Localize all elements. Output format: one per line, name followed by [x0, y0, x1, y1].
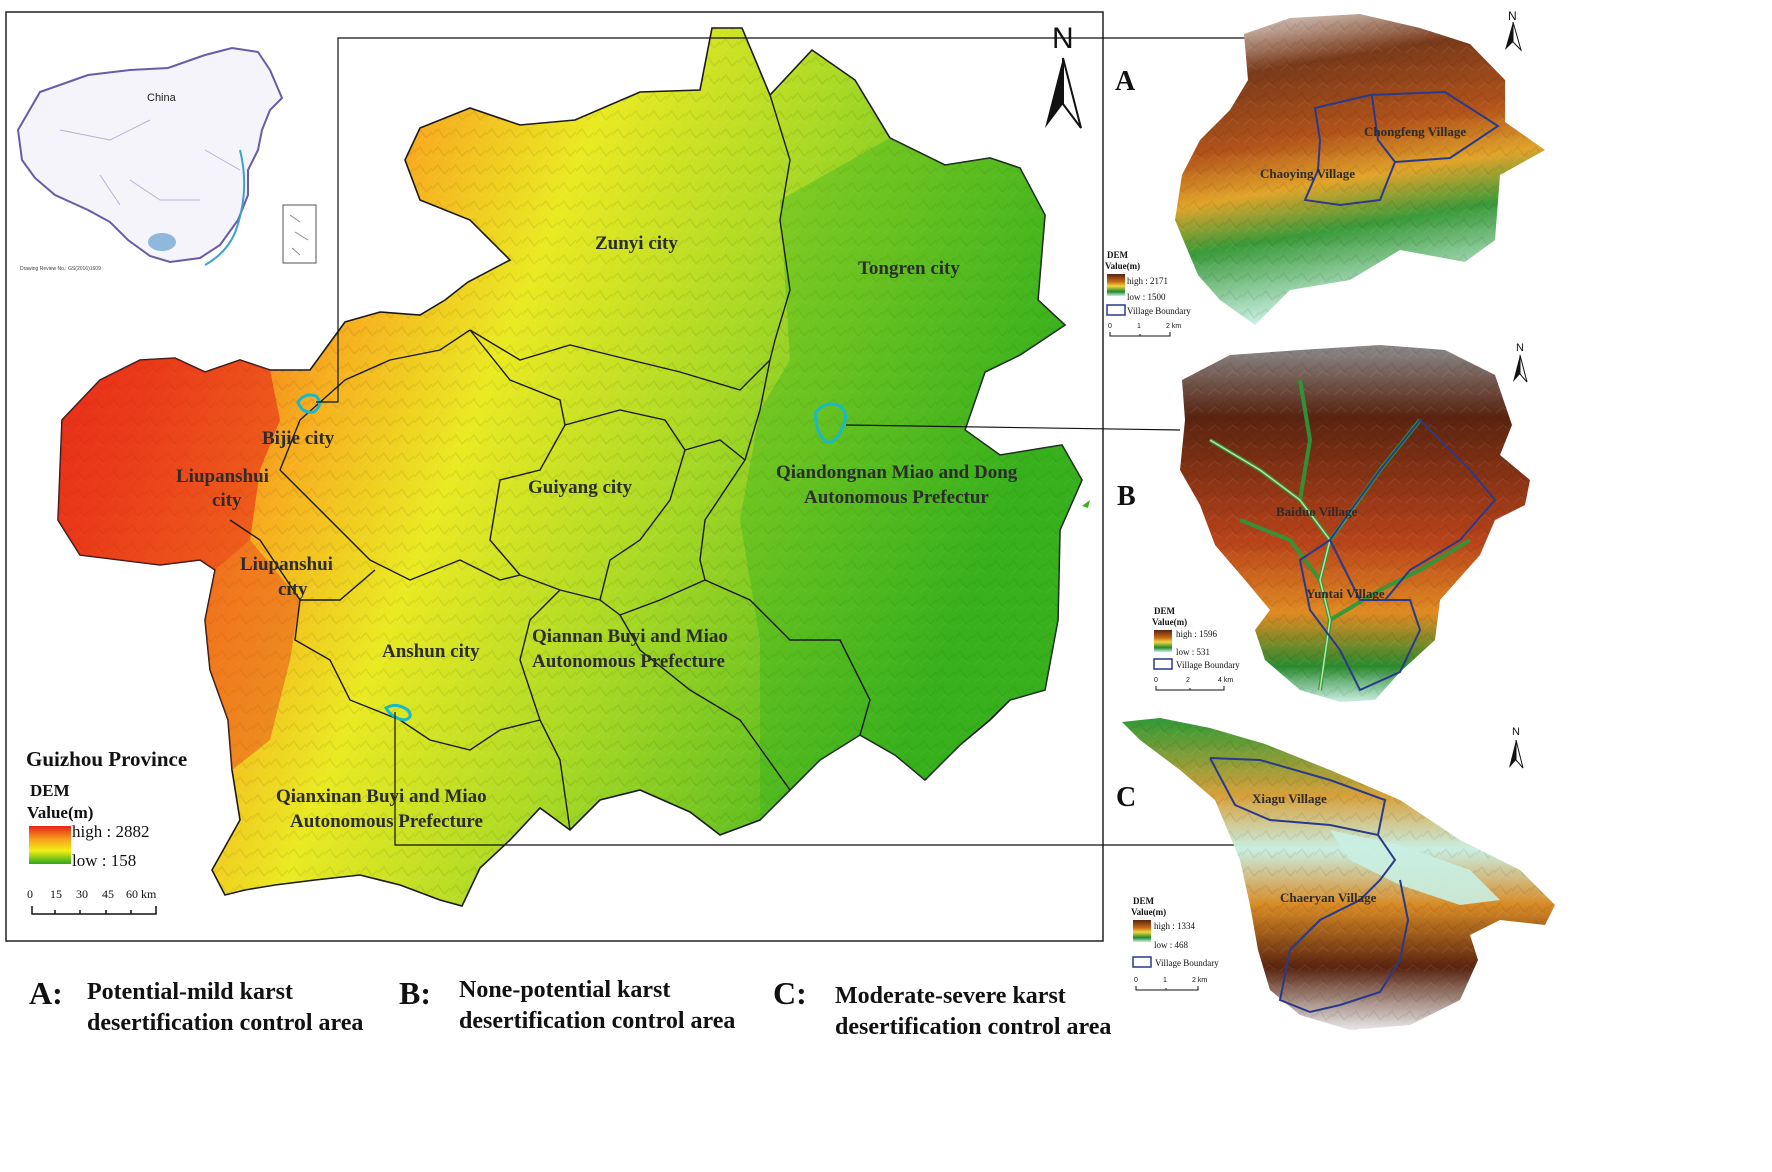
svg-text:0: 0 [27, 887, 33, 901]
svg-text:N: N [1512, 726, 1520, 738]
svg-text:Village Boundary: Village Boundary [1127, 306, 1191, 316]
svg-text:30: 30 [76, 887, 88, 901]
caption-a-line2: desertification control area [87, 1010, 364, 1036]
caption-a-letter: A: [29, 975, 63, 1011]
caption-c-line2: desertification control area [835, 1014, 1112, 1040]
svg-text:low : 468: low : 468 [1154, 940, 1189, 950]
connector-lines [316, 37, 1258, 846]
svg-text:Yuntai Village: Yuntai Village [1306, 586, 1385, 601]
label-qiannan-1: Qiannan Buyi and Miao [532, 626, 728, 647]
svg-text:Village Boundary: Village Boundary [1176, 660, 1240, 670]
panel-c-letter: C [1116, 782, 1136, 813]
svg-text:15: 15 [50, 887, 62, 901]
caption-a-line1: Potential-mild karst [87, 979, 293, 1005]
label-zunyi: Zunyi city [595, 233, 678, 254]
svg-text:high : 2882: high : 2882 [72, 822, 149, 841]
panel-a-letter: A [1115, 66, 1136, 97]
svg-text:DEM: DEM [30, 781, 70, 800]
svg-text:1: 1 [1137, 323, 1141, 330]
svg-text:0: 0 [1108, 323, 1112, 330]
main-legend: Guizhou Province DEM Value(m) high : 288… [26, 747, 187, 915]
svg-text:0: 0 [1154, 677, 1158, 684]
province-title: Guizhou Province [26, 747, 187, 771]
svg-text:0: 0 [1134, 977, 1138, 984]
label-qiannan-2: Autonomous Prefecture [532, 651, 725, 672]
label-qiandongnan-1: Qiandongnan Miao and Dong [776, 462, 1018, 483]
label-qianxinan-2: Autonomous Prefecture [290, 811, 483, 832]
svg-text:N: N [1508, 9, 1517, 23]
panel-a: A Chongfeng Village Chaoying Village N D… [1105, 9, 1545, 337]
svg-text:DEM: DEM [1133, 896, 1155, 906]
caption-b-line2: desertification control area [459, 1008, 736, 1034]
svg-text:N: N [1052, 22, 1074, 55]
region-labels: Zunyi city Tongren city Bijie city Liupa… [176, 233, 1018, 832]
north-arrow-b: N [1513, 342, 1528, 383]
label-bijie: Bijie city [262, 428, 335, 449]
svg-text:Chongfeng Village: Chongfeng Village [1364, 124, 1466, 139]
label-liupanshui-2a: Liupanshui [240, 554, 333, 575]
svg-text:2 km: 2 km [1192, 977, 1207, 984]
label-qianxinan-1: Qianxinan Buyi and Miao [276, 786, 487, 807]
svg-text:high : 1596: high : 1596 [1176, 629, 1218, 639]
panel-a-legend: DEM Value(m) high : 2171 low : 1500 Vill… [1105, 250, 1191, 337]
label-tongren: Tongren city [858, 258, 960, 279]
svg-text:DEM: DEM [1154, 606, 1176, 616]
panel-b-letter: B [1117, 481, 1136, 512]
svg-text:Chaoying Village: Chaoying Village [1260, 166, 1355, 181]
svg-text:low : 158: low : 158 [72, 851, 136, 870]
svg-text:high : 1334: high : 1334 [1154, 921, 1196, 931]
label-anshun: Anshun city [382, 641, 480, 662]
north-arrow-a: N [1505, 9, 1523, 52]
label-qiandongnan-2: Autonomous Prefectur [804, 487, 989, 508]
label-liupanshui-2b: city [278, 579, 308, 600]
panel-b-legend: DEM Value(m) high : 1596 low : 531 Villa… [1152, 606, 1240, 691]
panel-b: B Baiduo Village Yuntai Village N DEM Va… [1117, 342, 1530, 702]
inset-drawing-note: Drawing Review No.: GS(2016)1609 [20, 266, 101, 272]
svg-text:Value(m): Value(m) [1131, 907, 1166, 917]
svg-text:60 km: 60 km [126, 887, 157, 901]
north-arrow-c: N [1509, 726, 1524, 769]
main-map-frame [5, 11, 1104, 942]
svg-text:2 km: 2 km [1166, 323, 1181, 330]
svg-text:4 km: 4 km [1218, 677, 1233, 684]
panel-c-legend: DEM Value(m) high : 1334 low : 468 Villa… [1131, 896, 1219, 991]
caption-b-line1: None-potential karst [459, 977, 671, 1003]
china-label: China [147, 92, 177, 104]
caption-b-letter: B: [399, 975, 431, 1011]
svg-text:45: 45 [102, 887, 114, 901]
svg-text:low : 531: low : 531 [1176, 647, 1210, 657]
svg-text:2: 2 [1186, 677, 1190, 684]
label-guiyang: Guiyang city [528, 477, 632, 498]
svg-text:Value(m): Value(m) [1105, 261, 1140, 271]
china-inset-map: China Drawing Review No.: GS(2016)1609 [16, 46, 317, 272]
svg-text:Chaeryan Village: Chaeryan Village [1280, 890, 1377, 905]
svg-text:Baiduo Village: Baiduo Village [1276, 504, 1357, 519]
svg-text:low : 1500: low : 1500 [1127, 292, 1166, 302]
label-liupanshui-1b: city [212, 490, 242, 511]
svg-text:high : 2171: high : 2171 [1127, 276, 1168, 286]
caption-c-line1: Moderate-severe karst [835, 983, 1066, 1009]
panel-c: C Xiagu Village Chaeryan Village N DEM V… [1116, 718, 1555, 1030]
caption-c-letter: C: [773, 975, 807, 1011]
svg-text:Xiagu Village: Xiagu Village [1252, 791, 1327, 806]
label-liupanshui-1a: Liupanshui [176, 466, 269, 487]
svg-text:Value(m): Value(m) [27, 803, 93, 822]
svg-text:DEM: DEM [1107, 250, 1129, 260]
guizhou-dem-map [57, 27, 1090, 907]
svg-text:1: 1 [1163, 977, 1167, 984]
svg-text:Value(m): Value(m) [1152, 617, 1187, 627]
svg-text:Village Boundary: Village Boundary [1155, 958, 1219, 968]
svg-text:N: N [1516, 342, 1524, 354]
north-arrow-main: N [1045, 22, 1082, 129]
